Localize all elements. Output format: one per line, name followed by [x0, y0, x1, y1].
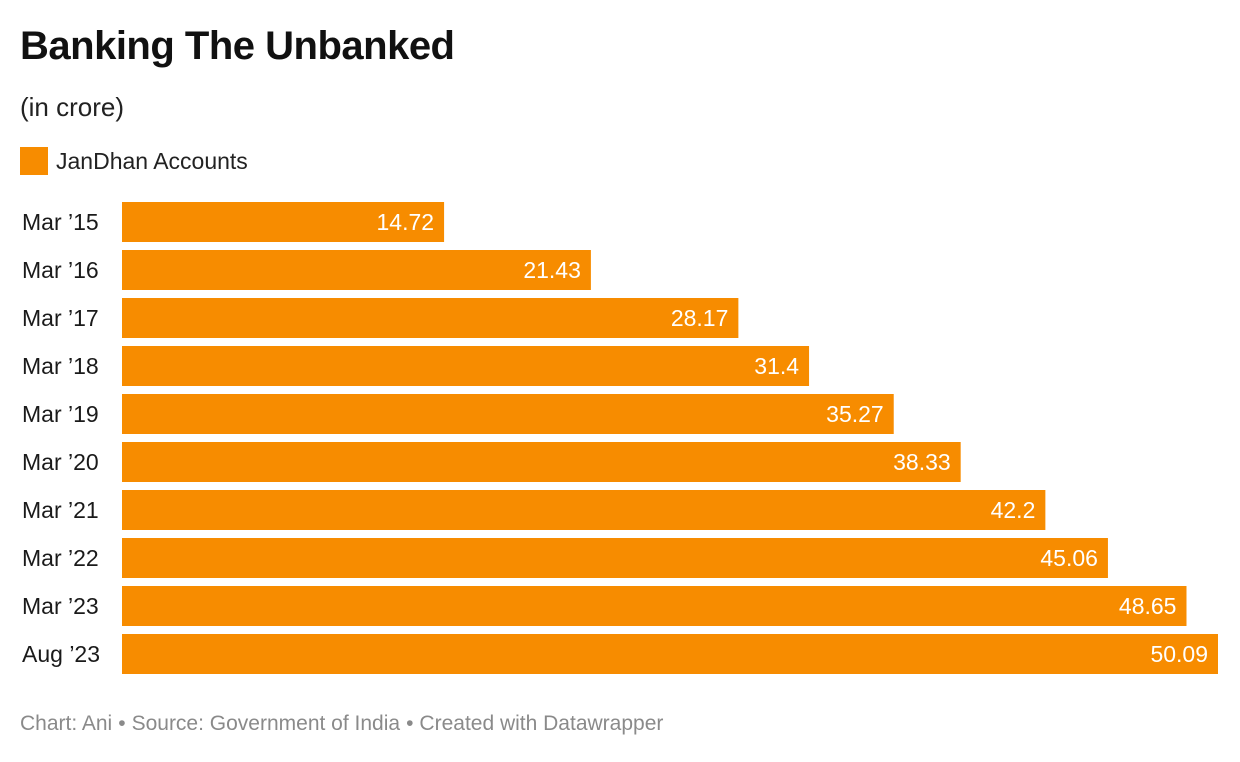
- legend-swatch-jandhan: [20, 147, 48, 175]
- bar-mar-18: [122, 346, 810, 386]
- value-label-mar-17: 28.17: [671, 305, 729, 331]
- category-label-mar-15: Mar ’15: [22, 209, 99, 235]
- legend: JanDhan Accounts: [20, 145, 248, 177]
- bar-mar-19: [122, 394, 894, 434]
- bar-mar-16: [122, 250, 591, 290]
- footer-separator-2: •: [406, 712, 414, 735]
- category-label-mar-23: Mar ’23: [22, 593, 99, 619]
- bar-mar-15: [122, 202, 445, 242]
- value-label-mar-18: 31.4: [754, 353, 799, 379]
- legend-label-jandhan: JanDhan Accounts: [56, 147, 248, 174]
- bar-aug-23: [122, 634, 1218, 674]
- value-label-mar-21: 42.2: [991, 497, 1036, 523]
- category-label-mar-16: Mar ’16: [22, 257, 99, 283]
- value-label-mar-15: 14.72: [377, 209, 435, 235]
- value-label-mar-16: 21.43: [523, 257, 581, 283]
- value-label-mar-20: 38.33: [893, 449, 951, 475]
- bar-chart: Mar ’15 14.72 Mar ’16 21.43 Mar ’17 28.17 Mar …: [22, 202, 1218, 674]
- category-label-mar-19: Mar ’19: [22, 401, 99, 427]
- bar-mar-21: [122, 490, 1046, 530]
- category-label-aug-23: Aug ’23: [22, 641, 100, 667]
- category-label-mar-17: Mar ’17: [22, 305, 99, 331]
- footer-chart-credit: Chart: Ani: [20, 712, 113, 735]
- chart-subtitle: (in crore): [20, 92, 125, 122]
- category-label-mar-22: Mar ’22: [22, 545, 99, 571]
- bar-mar-17: [122, 298, 739, 338]
- value-label-mar-23: 48.65: [1119, 593, 1177, 619]
- footer-source: Source: Government of India: [131, 712, 401, 735]
- bar-mar-20: [122, 442, 961, 482]
- bar-mar-23: [122, 586, 1187, 626]
- value-label-mar-19: 35.27: [826, 401, 884, 427]
- footer-created-with: Created with Datawrapper: [419, 712, 664, 735]
- footer-separator-1: •: [118, 712, 126, 735]
- category-label-mar-20: Mar ’20: [22, 449, 99, 475]
- chart-title: Banking The Unbanked: [20, 24, 455, 68]
- value-label-aug-23: 50.09: [1150, 641, 1208, 667]
- bar-mar-22: [122, 538, 1108, 578]
- footer-credits: Chart: Ani • Source: Government of India • C…: [20, 712, 663, 736]
- category-label-mar-18: Mar ’18: [22, 353, 99, 379]
- category-label-mar-21: Mar ’21: [22, 497, 99, 523]
- value-label-mar-22: 45.06: [1040, 545, 1098, 571]
